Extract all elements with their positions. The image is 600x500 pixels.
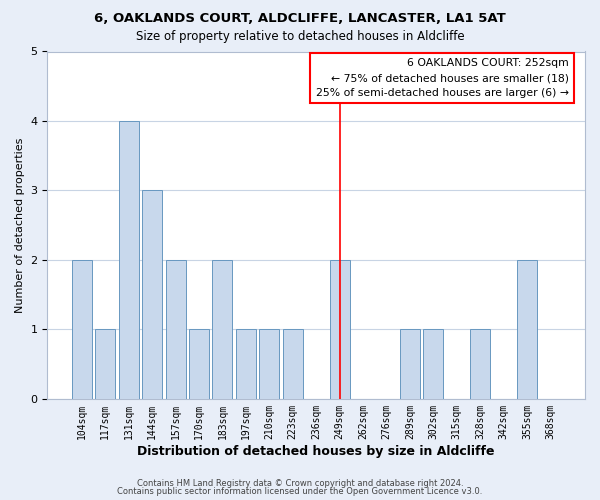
Bar <box>142 190 162 399</box>
Bar <box>189 330 209 399</box>
Text: Contains HM Land Registry data © Crown copyright and database right 2024.: Contains HM Land Registry data © Crown c… <box>137 478 463 488</box>
Bar <box>517 260 537 399</box>
Bar <box>212 260 232 399</box>
Bar <box>166 260 185 399</box>
Bar <box>236 330 256 399</box>
Bar <box>283 330 303 399</box>
Bar <box>400 330 420 399</box>
Bar <box>424 330 443 399</box>
Bar <box>470 330 490 399</box>
X-axis label: Distribution of detached houses by size in Aldcliffe: Distribution of detached houses by size … <box>137 444 495 458</box>
Bar <box>329 260 350 399</box>
Y-axis label: Number of detached properties: Number of detached properties <box>15 138 25 313</box>
Text: Contains public sector information licensed under the Open Government Licence v3: Contains public sector information licen… <box>118 487 482 496</box>
Bar <box>95 330 115 399</box>
Text: Size of property relative to detached houses in Aldcliffe: Size of property relative to detached ho… <box>136 30 464 43</box>
Bar <box>119 121 139 399</box>
Text: 6, OAKLANDS COURT, ALDCLIFFE, LANCASTER, LA1 5AT: 6, OAKLANDS COURT, ALDCLIFFE, LANCASTER,… <box>94 12 506 26</box>
Bar <box>72 260 92 399</box>
Bar <box>259 330 279 399</box>
Text: 6 OAKLANDS COURT: 252sqm
← 75% of detached houses are smaller (18)
25% of semi-d: 6 OAKLANDS COURT: 252sqm ← 75% of detach… <box>316 58 569 98</box>
